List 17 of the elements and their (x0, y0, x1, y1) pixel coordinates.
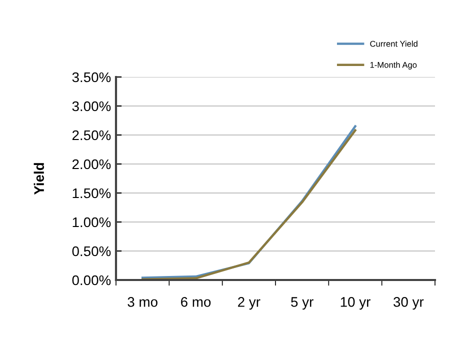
y-tick-label: 0.50% (72, 246, 111, 256)
y-tick-label: 3.50% (72, 72, 111, 82)
x-tick-label: 3 mo (128, 297, 158, 307)
legend-label: Current Yield (370, 40, 418, 47)
y-tick-label: 2.50% (72, 130, 111, 140)
legend-label: 1-Month Ago (370, 62, 417, 70)
x-tick-label: 2 yr (238, 297, 260, 310)
x-tick-label: 6 mo (181, 297, 211, 307)
y-tick-label: 0.00% (72, 275, 111, 286)
x-tick-label: 10 yr (340, 297, 370, 310)
y-axis-title: Yield (34, 163, 44, 195)
y-tick-label: 3.00% (72, 101, 111, 112)
y-tick-label: 1.50% (72, 188, 111, 198)
y-tick-label: 1.00% (72, 217, 111, 228)
y-tick-label: 2.00% (72, 159, 111, 170)
x-tick-label: 30 yr (394, 297, 424, 310)
x-tick-label: 5 yr (291, 297, 314, 310)
